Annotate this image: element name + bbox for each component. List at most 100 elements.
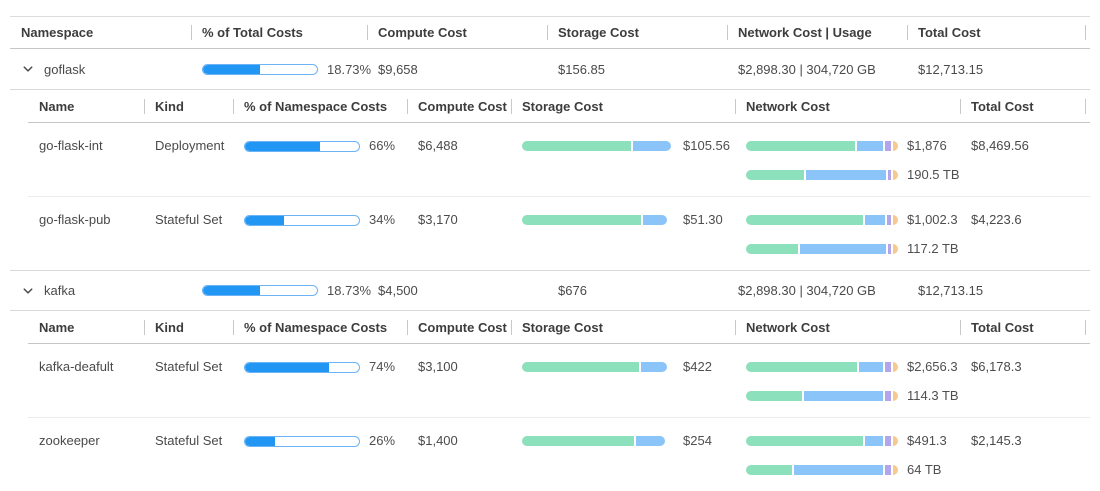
col-total-cost: Total Cost: [960, 320, 1090, 335]
storage-cost-label: $105.56: [683, 138, 730, 153]
pct-total-bar: [202, 63, 318, 75]
namespace-storage-cost: $156.85: [558, 61, 605, 77]
workload-total-cost: $2,145.3: [971, 433, 1022, 448]
pct-namespace-label: 26%: [369, 433, 396, 448]
pct-namespace-bar: [244, 140, 360, 152]
namespace-network-cost-usage: $2,898.30 | 304,720 GB: [738, 283, 876, 298]
pct-namespace-bar: [244, 361, 360, 373]
bar-cap: [893, 465, 899, 475]
namespace-row-goflask[interactable]: goflask 18.73% $9,658 $156.85 $2,898.30 …: [10, 49, 1090, 90]
workload-row-go-flask-int: go-flask-int Deployment 66% $6,488 $105.…: [28, 123, 1090, 196]
col-pct-total-costs: % of Total Costs: [191, 25, 367, 40]
workload-kind: Stateful Set: [155, 212, 223, 227]
namespace-row-kafka[interactable]: kafka 18.73% $4,500 $676 $2,898.30 | 304…: [10, 270, 1090, 311]
network-cost-label: $2,656.3: [907, 359, 958, 374]
col-storage-cost: Storage Cost: [511, 320, 735, 335]
pct-total-bar: [202, 285, 318, 296]
workload-row-kafka-deafult: kafka-deafult Stateful Set 74% $3,100 $4…: [28, 344, 1090, 417]
workload-name: go-flask-int: [39, 138, 103, 153]
workload-compute-cost: $6,488: [418, 138, 458, 153]
workload-kind: Deployment: [155, 138, 225, 153]
outer-header-row: Namespace % of Total Costs Compute Cost …: [10, 16, 1090, 49]
storage-cost-bar: [522, 362, 674, 372]
pct-namespace-bar: [244, 214, 360, 226]
namespace-compute-cost: $9,658: [378, 61, 418, 77]
col-compute-cost: Compute Cost: [367, 25, 547, 40]
workloads-table-kafka: Name Kind % of Namespace Costs Compute C…: [28, 311, 1090, 491]
network-usage-bar: [746, 244, 899, 254]
bar-cap: [893, 170, 899, 180]
namespace-network-cost-usage: $2,898.30 | 304,720 GB: [738, 61, 876, 77]
col-namespace: Namespace: [21, 25, 94, 40]
pct-namespace-label: 34%: [369, 212, 396, 227]
col-total-cost: Total Cost: [907, 25, 1090, 40]
network-cost-bar: [746, 141, 899, 151]
pct-namespace-label: 74%: [369, 359, 396, 374]
storage-cost-bar: [522, 436, 674, 446]
col-compute-cost: Compute Cost: [407, 320, 511, 335]
storage-cost-label: $51.30: [683, 212, 723, 227]
chevron-down-icon[interactable]: [21, 284, 35, 298]
bar-cap: [893, 391, 899, 401]
workload-total-cost: $8,469.56: [971, 138, 1029, 153]
workload-name: kafka-deafult: [39, 359, 114, 374]
network-usage-label: 117.2 TB: [907, 241, 959, 256]
pct-namespace-bar: [244, 435, 360, 447]
col-name: Name: [39, 319, 75, 335]
col-storage-cost: Storage Cost: [547, 25, 727, 40]
pct-total-label: 18.73%: [327, 283, 372, 298]
chevron-down-icon[interactable]: [21, 62, 35, 76]
workload-compute-cost: $3,100: [418, 359, 458, 374]
storage-cost-bar: [522, 141, 674, 151]
workload-row-go-flask-pub: go-flask-pub Stateful Set 34% $3,170 $51…: [28, 196, 1090, 270]
col-pct-namespace-costs: % of Namespace Costs: [233, 99, 407, 114]
workloads-table-goflask: Name Kind % of Namespace Costs Compute C…: [28, 90, 1090, 270]
network-usage-label: 114.3 TB: [907, 388, 959, 403]
col-storage-cost: Storage Cost: [511, 99, 735, 114]
namespace-total-cost: $12,713.15: [918, 283, 984, 298]
col-network-cost: Network Cost: [735, 99, 960, 114]
network-cost-bar: [746, 436, 899, 446]
bar-cap: [893, 244, 899, 254]
network-cost-label: $1,002.3: [907, 212, 958, 227]
col-network-cost: Network Cost: [735, 320, 960, 335]
inner-header-row: Name Kind % of Namespace Costs Compute C…: [28, 90, 1090, 123]
workload-total-cost: $6,178.3: [971, 359, 1022, 374]
workload-name: go-flask-pub: [39, 212, 111, 227]
network-usage-bar: [746, 391, 899, 401]
col-pct-namespace-costs: % of Namespace Costs: [233, 320, 407, 335]
workload-compute-cost: $1,400: [418, 433, 458, 448]
namespace-name: kafka: [44, 283, 76, 298]
network-usage-bar: [746, 465, 899, 475]
bar-cap: [893, 141, 899, 151]
workload-row-zookeeper: zookeeper Stateful Set 26% $1,400 $254: [28, 417, 1090, 491]
bar-cap: [893, 215, 899, 225]
col-name: Name: [39, 98, 75, 114]
col-network-cost-usage: Network Cost | Usage: [727, 25, 907, 40]
pct-total-label: 18.73%: [327, 61, 372, 77]
workload-compute-cost: $3,170: [418, 212, 458, 227]
network-usage-bar: [746, 170, 899, 180]
namespace-cost-table: Namespace % of Total Costs Compute Cost …: [10, 16, 1090, 491]
workload-name: zookeeper: [39, 433, 100, 448]
inner-header-row: Name Kind % of Namespace Costs Compute C…: [28, 311, 1090, 344]
storage-cost-label: $254: [683, 433, 712, 448]
network-usage-label: 64 TB: [907, 462, 942, 477]
namespace-total-cost: $12,713.15: [918, 61, 984, 77]
namespace-compute-cost: $4,500: [378, 283, 418, 298]
storage-cost-label: $422: [683, 359, 712, 374]
pct-namespace-label: 66%: [369, 138, 396, 153]
col-total-cost: Total Cost: [960, 99, 1090, 114]
network-cost-label: $491.3: [907, 433, 947, 448]
namespace-storage-cost: $676: [558, 283, 587, 298]
workload-total-cost: $4,223.6: [971, 212, 1022, 227]
storage-cost-bar: [522, 215, 674, 225]
network-cost-bar: [746, 215, 899, 225]
workload-kind: Stateful Set: [155, 359, 223, 374]
bar-cap: [893, 436, 899, 446]
network-usage-label: 190.5 TB: [907, 167, 960, 182]
workload-kind: Stateful Set: [155, 433, 223, 448]
network-cost-bar: [746, 362, 899, 372]
col-kind: Kind: [144, 320, 233, 335]
network-cost-label: $1,876: [907, 138, 947, 153]
